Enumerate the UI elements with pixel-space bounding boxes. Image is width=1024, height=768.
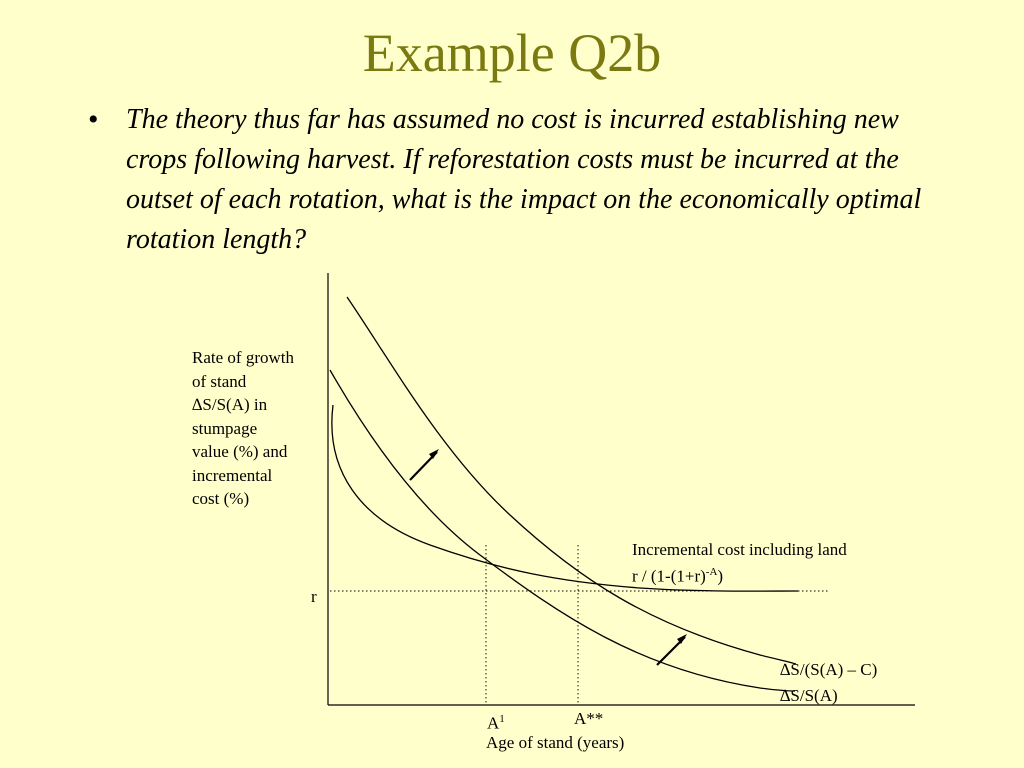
arrowhead-icon — [677, 634, 687, 644]
y-axis-label-line: incremental — [192, 465, 273, 485]
cost-curve-formula-end: ) — [717, 566, 724, 586]
cost-curve-formula-sup: -A — [705, 566, 718, 578]
cost-curve-label-line2: r / (1-(1+r)-A) — [632, 562, 723, 587]
y-axis-label-line: cost (%) — [192, 489, 250, 508]
growth-curve — [329, 369, 796, 692]
cost-curve-label-line1: Incremental cost including land — [632, 540, 847, 559]
cost-curve-formula: r / (1-(1+r) — [632, 566, 706, 586]
bullet-text: The theory thus far has assumed no cost … — [126, 104, 922, 255]
a2-label: A** — [574, 709, 604, 728]
a1-label: A1 — [487, 709, 505, 734]
incremental-cost-curve — [331, 404, 799, 592]
growth-curve-with-cost-label: ∆S/(S(A) – C) — [780, 660, 878, 679]
bullet-icon: • — [88, 103, 99, 136]
y-axis-label-line: value (%) and — [192, 442, 288, 461]
growth-curve-with-cost — [346, 296, 797, 665]
y-axis-label-line: Rate of growth — [192, 348, 294, 367]
slide-title: Example Q2b — [362, 23, 662, 83]
growth-curve-label: ∆S/S(A) — [780, 686, 838, 705]
y-axis-label-line: of stand — [192, 371, 247, 391]
y-axis-label: Rate of growth of stand ∆S/S(A) in stump… — [192, 346, 322, 511]
x-axis-label: Age of stand (years) — [486, 733, 625, 752]
y-axis-label-line: stumpage — [192, 418, 258, 438]
a1-label-sup: 1 — [499, 713, 505, 725]
r-label: r — [311, 587, 317, 606]
arrowhead-icon — [429, 449, 439, 459]
a1-label-text: A — [487, 713, 500, 733]
y-axis-label-line: ∆S/S(A) in — [192, 395, 268, 414]
